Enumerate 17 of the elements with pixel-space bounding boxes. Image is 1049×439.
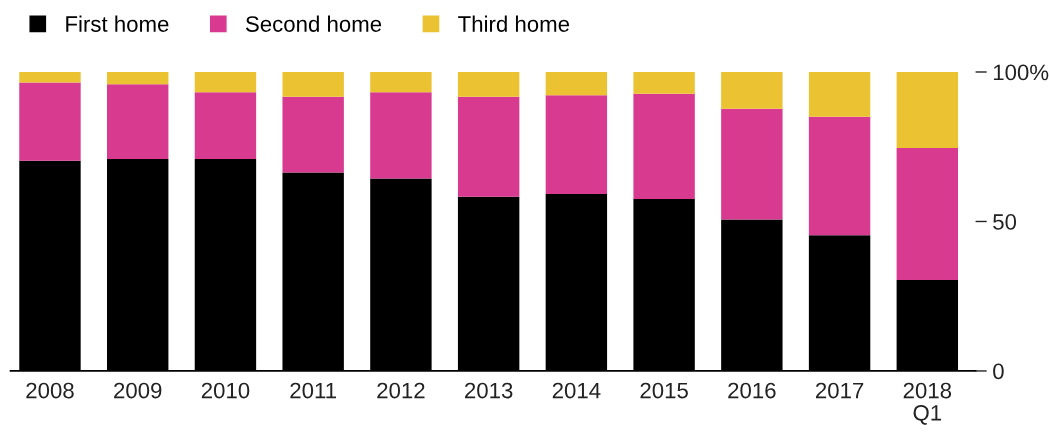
y-tick-label: 50	[993, 214, 1017, 230]
x-tick-label: 2015	[640, 382, 688, 399]
x-tick-label: 2008	[26, 382, 74, 399]
y-tick-label: 0	[993, 363, 1004, 380]
x-tick-label: 2009	[114, 382, 162, 399]
legend-label: Second home	[245, 15, 382, 32]
x-tick-label: 2018 Q1	[903, 382, 952, 425]
x-tick-label: 2017	[815, 382, 864, 399]
x-tick-label: 2012	[377, 382, 425, 399]
x-tick-label: 2011	[290, 382, 336, 399]
legend-label: Third home	[458, 15, 570, 32]
legend-label: First home	[66, 15, 169, 32]
x-tick-label: 2014	[552, 382, 601, 399]
x-tick-label: 2013	[465, 382, 513, 399]
x-tick-label: 2016	[728, 382, 776, 399]
x-tick-label: 2010	[201, 382, 250, 399]
y-tick-label: 100%	[993, 64, 1049, 81]
